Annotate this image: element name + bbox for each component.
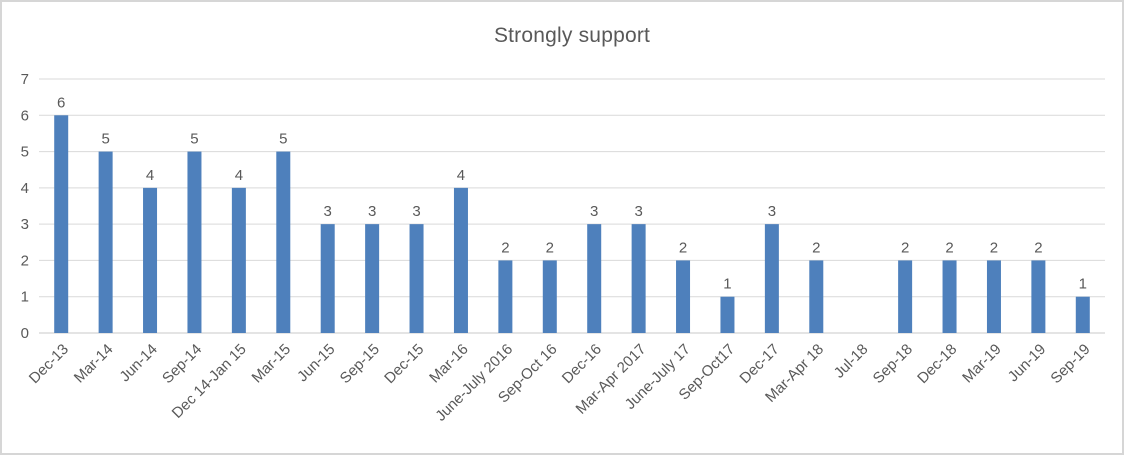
x-axis-category-label: Sep-18 xyxy=(870,341,916,387)
bar xyxy=(54,115,69,334)
bar-value-label: 2 xyxy=(1034,239,1042,256)
y-axis-tick-label: 4 xyxy=(21,180,29,197)
bar-value-label: 5 xyxy=(279,131,287,148)
x-axis-category-label: Mar-14 xyxy=(71,341,117,387)
bar-value-label: 3 xyxy=(768,203,776,220)
x-axis-category-label: Dec-18 xyxy=(914,341,960,387)
bar-value-label: 3 xyxy=(368,203,376,220)
bar-value-label: 1 xyxy=(1079,276,1087,293)
bar-value-label: 3 xyxy=(324,203,332,220)
bar-value-label: 4 xyxy=(457,167,465,184)
bar xyxy=(986,260,1001,333)
bar-value-label: 3 xyxy=(412,203,420,220)
bar xyxy=(365,224,380,333)
x-axis-category-label: Dec-13 xyxy=(26,341,72,387)
bar xyxy=(542,260,557,333)
bar xyxy=(587,224,602,333)
y-axis-tick-label: 3 xyxy=(21,216,29,233)
bar-value-label: 3 xyxy=(590,203,598,220)
bar-value-label: 2 xyxy=(945,239,953,256)
y-axis-tick-label: 5 xyxy=(21,144,29,161)
bar xyxy=(409,224,424,333)
x-axis-category-label: Sep-15 xyxy=(337,341,383,387)
bar xyxy=(809,260,824,333)
bar xyxy=(143,187,158,333)
bar-value-label: 2 xyxy=(546,239,554,256)
bar-value-label: 6 xyxy=(57,94,65,111)
bar xyxy=(98,151,113,333)
bar-value-label: 5 xyxy=(190,131,198,148)
bar xyxy=(1031,260,1046,333)
y-axis-tick-label: 1 xyxy=(21,289,29,306)
bar xyxy=(498,260,513,333)
bar-value-label: 2 xyxy=(990,239,998,256)
bar-value-label: 5 xyxy=(101,131,109,148)
bar xyxy=(676,260,691,333)
bar xyxy=(276,151,291,333)
x-axis-category-label: Sep-19 xyxy=(1047,341,1093,387)
chart-title: Strongly support xyxy=(493,24,651,47)
bar-value-label: 3 xyxy=(634,203,642,220)
y-axis-tick-label: 7 xyxy=(21,71,29,88)
x-axis-category-label: Jun-14 xyxy=(116,341,160,385)
bar xyxy=(1075,296,1090,333)
bar xyxy=(320,224,335,333)
x-axis-category-label: Mar-15 xyxy=(249,341,295,387)
y-axis-tick-label: 2 xyxy=(21,252,29,269)
bar-value-label: 2 xyxy=(501,239,509,256)
x-axis-category-label: Jun-15 xyxy=(294,341,338,385)
x-axis-category-label: June-July 2016 xyxy=(432,341,516,425)
bar xyxy=(720,296,735,333)
bar-value-label: 2 xyxy=(812,239,820,256)
bar xyxy=(898,260,913,333)
y-axis-tick-label: 0 xyxy=(21,325,29,342)
bar xyxy=(187,151,202,333)
bar xyxy=(453,187,468,333)
y-axis-tick-label: 6 xyxy=(21,107,29,124)
x-axis-category-label: Jul-18 xyxy=(831,341,872,382)
bar-value-label: 2 xyxy=(679,239,687,256)
x-axis-category-label: Dec-15 xyxy=(381,341,427,387)
bar xyxy=(631,224,646,333)
bar-value-label: 2 xyxy=(901,239,909,256)
bar-value-label: 1 xyxy=(723,276,731,293)
bar-value-label: 4 xyxy=(235,167,243,184)
x-axis-category-label: Jun-19 xyxy=(1005,341,1049,385)
bar xyxy=(942,260,957,333)
bar-value-label: 4 xyxy=(146,167,154,184)
bar xyxy=(231,187,246,333)
x-axis-category-label: Mar-19 xyxy=(959,341,1005,387)
bar xyxy=(764,224,779,333)
